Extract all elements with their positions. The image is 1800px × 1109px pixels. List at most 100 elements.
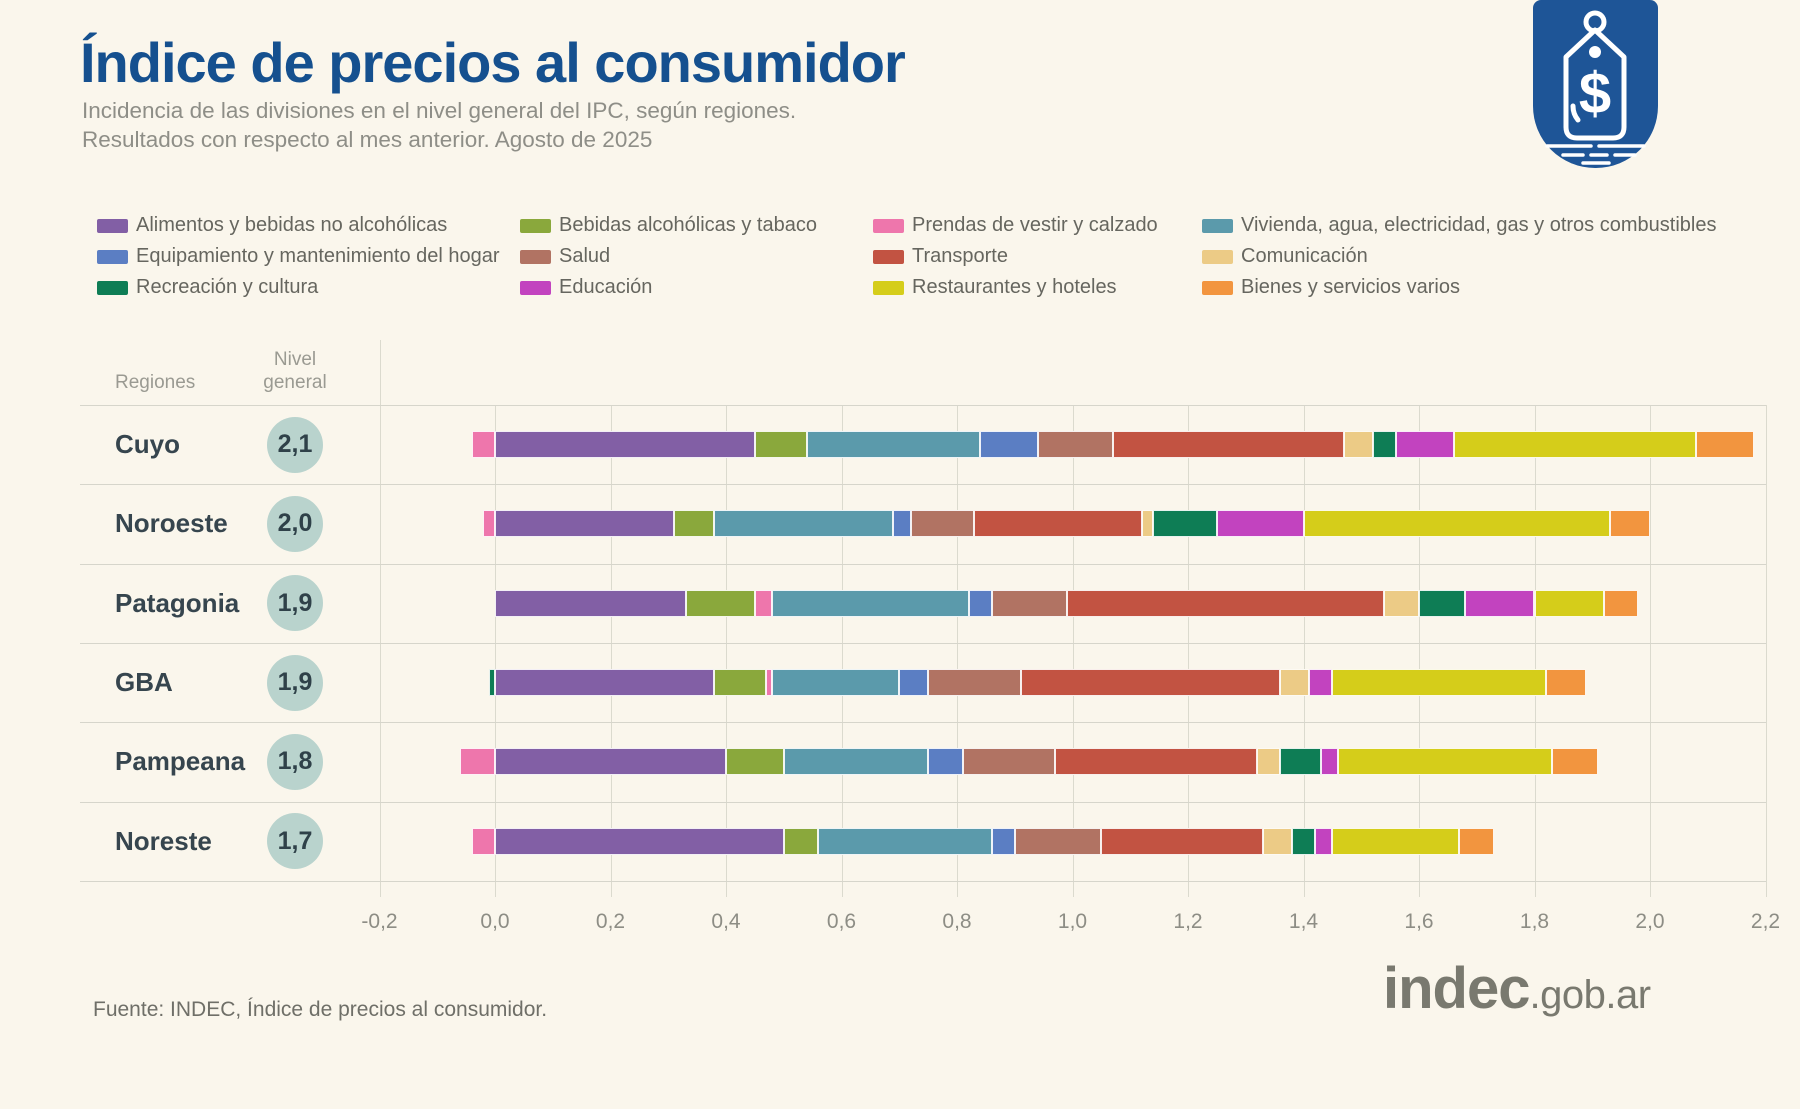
bar-segment-bienes-y-servicios — [1603, 589, 1639, 617]
bar-segment-equipamiento-y-mantenimiento — [968, 589, 992, 617]
svg-text:$: $ — [1579, 61, 1611, 126]
axis-tick-label: 1,4 — [1288, 910, 1319, 933]
bar-segment-transporte — [974, 510, 1142, 538]
legend-label: Recreación y cultura — [136, 276, 319, 298]
gridline — [1072, 405, 1074, 897]
gridline — [610, 405, 612, 897]
bar-segment-restaurantes-y-hoteles — [1453, 431, 1697, 459]
region-label-patagonia: Patagonia — [115, 587, 240, 618]
bar-segment-vivienda-agua-electricidad — [806, 431, 981, 459]
bebidas-alcoholicas-y-swatch-icon — [520, 218, 551, 233]
bar-segment-educacion — [1395, 431, 1454, 459]
legend-item-salud: Salud — [520, 241, 873, 272]
legend-label: Bienes y servicios varios — [1241, 276, 1460, 298]
bar-segment-prendas-de-vestir — [483, 510, 495, 538]
price-tag-icon: $ — [1533, 0, 1658, 168]
bar-segment-comunicacion — [1257, 748, 1281, 776]
gridline — [957, 405, 958, 897]
bar-segment-prendas-de-vestir — [754, 589, 773, 617]
vivienda-agua-electricidad-swatch-icon — [1202, 218, 1233, 233]
legend-item-equipamiento-y-mantenimiento: Equipamiento y mantenimiento del hogar — [97, 241, 520, 272]
bar-segment-equipamiento-y-mantenimiento — [893, 510, 911, 538]
column-header-regiones: Regiones — [115, 372, 196, 393]
gridline — [1188, 405, 1189, 897]
comunicacion-swatch-icon — [1202, 249, 1233, 264]
axis-tick-label: 2,2 — [1750, 910, 1781, 933]
bar-segment-recreacion-y-cultura — [1153, 510, 1217, 538]
legend-label: Vivienda, agua, electricidad, gas y otro… — [1241, 214, 1717, 236]
educacion-swatch-icon — [520, 280, 551, 295]
bar-segment-bebidas-alcoholicas-y — [783, 827, 819, 855]
legend-label: Transporte — [912, 245, 1008, 267]
legend-item-transporte: Transporte — [873, 241, 1202, 272]
bar-segment-alimentos-y-bebidas — [495, 431, 755, 459]
bar-segment-bienes-y-servicios — [1546, 669, 1587, 697]
bar-segment-restaurantes-y-hoteles — [1303, 510, 1610, 538]
bar-segment-salud — [1014, 827, 1102, 855]
prendas-de-vestir-swatch-icon — [873, 218, 904, 233]
recreacion-y-cultura-swatch-icon — [97, 280, 128, 295]
gridline — [1534, 405, 1536, 897]
bar-segment-bebidas-alcoholicas-y — [685, 589, 755, 617]
region-label-noroeste: Noroeste — [115, 508, 228, 539]
axis-tick-label: 1,8 — [1519, 910, 1550, 933]
legend-item-recreacion-y-cultura: Recreación y cultura — [97, 272, 520, 303]
nivel-general-badge: 1,9 — [267, 575, 323, 632]
bar-segment-prendas-de-vestir — [766, 669, 773, 697]
row-separator — [80, 801, 1766, 803]
axis-tick-label: 1,6 — [1404, 910, 1434, 933]
legend-item-restaurantes-y-hoteles: Restaurantes y hoteles — [873, 272, 1202, 303]
bar-segment-bienes-y-servicios — [1459, 827, 1495, 855]
legend-label: Salud — [559, 245, 611, 267]
region-label-gba: GBA — [115, 667, 173, 698]
row-separator — [80, 484, 1766, 486]
gridline — [841, 405, 843, 897]
bar-segment-salud — [962, 748, 1056, 776]
bar-segment-comunicacion — [1343, 431, 1373, 459]
axis-tick-label: 1,0 — [1057, 910, 1088, 933]
bar-segment-alimentos-y-bebidas — [495, 748, 726, 776]
gridline — [1303, 405, 1305, 897]
alimentos-y-bebidas-swatch-icon — [97, 218, 128, 233]
bar-segment-transporte — [1066, 589, 1385, 617]
legend-item-vivienda-agua-electricidad: Vivienda, agua, electricidad, gas y otro… — [1202, 210, 1747, 241]
bar-segment-transporte — [1055, 748, 1258, 776]
bar-segment-vivienda-agua-electricidad — [783, 748, 929, 776]
legend-item-alimentos-y-bebidas: Alimentos y bebidas no alcohólicas — [97, 210, 520, 241]
gridline — [1419, 405, 1420, 897]
axis-tick-label: 0,8 — [942, 910, 972, 933]
bar-segment-salud — [1037, 431, 1113, 459]
bar-segment-transporte — [1101, 827, 1264, 855]
bar-segment-educacion — [1320, 748, 1339, 776]
gridline — [1650, 405, 1651, 897]
gridline — [379, 340, 381, 897]
bar-segment-salud — [910, 510, 975, 538]
region-label-cuyo: Cuyo — [115, 429, 180, 460]
bar-segment-alimentos-y-bebidas — [495, 589, 686, 617]
bar-segment-bienes-y-servicios — [1551, 748, 1598, 776]
bar-segment-bebidas-alcoholicas-y — [754, 431, 807, 459]
salud-swatch-icon — [520, 249, 551, 264]
page-title: Índice de precios al consumidor — [80, 31, 906, 94]
legend: Alimentos y bebidas no alcohólicas Bebida… — [97, 210, 1747, 303]
axis-tick-label: 0,4 — [711, 910, 741, 933]
restaurantes-y-hoteles-swatch-icon — [873, 280, 904, 295]
row-separator — [80, 880, 1766, 882]
legend-label: Restaurantes y hoteles — [912, 276, 1117, 298]
bar-segment-equipamiento-y-mantenimiento — [899, 669, 929, 697]
equipamiento-y-mantenimiento-swatch-icon — [97, 249, 128, 264]
bar-segment-transporte — [1112, 431, 1344, 459]
bar-segment-bienes-y-servicios — [1696, 431, 1754, 459]
nivel-general-badge: 2,1 — [267, 416, 323, 473]
nivel-general-badge: 2,0 — [267, 495, 323, 552]
legend-item-comunicacion: Comunicación — [1202, 241, 1747, 272]
bar-segment-equipamiento-y-mantenimiento — [928, 748, 963, 776]
bar-segment-salud — [991, 589, 1067, 617]
legend-label: Prendas de vestir y calzado — [912, 214, 1158, 236]
bar-segment-recreacion-y-cultura — [1280, 748, 1321, 776]
nivel-general-badge: 1,7 — [267, 813, 323, 870]
gridline — [726, 405, 727, 897]
bar-segment-equipamiento-y-mantenimiento — [980, 431, 1038, 459]
